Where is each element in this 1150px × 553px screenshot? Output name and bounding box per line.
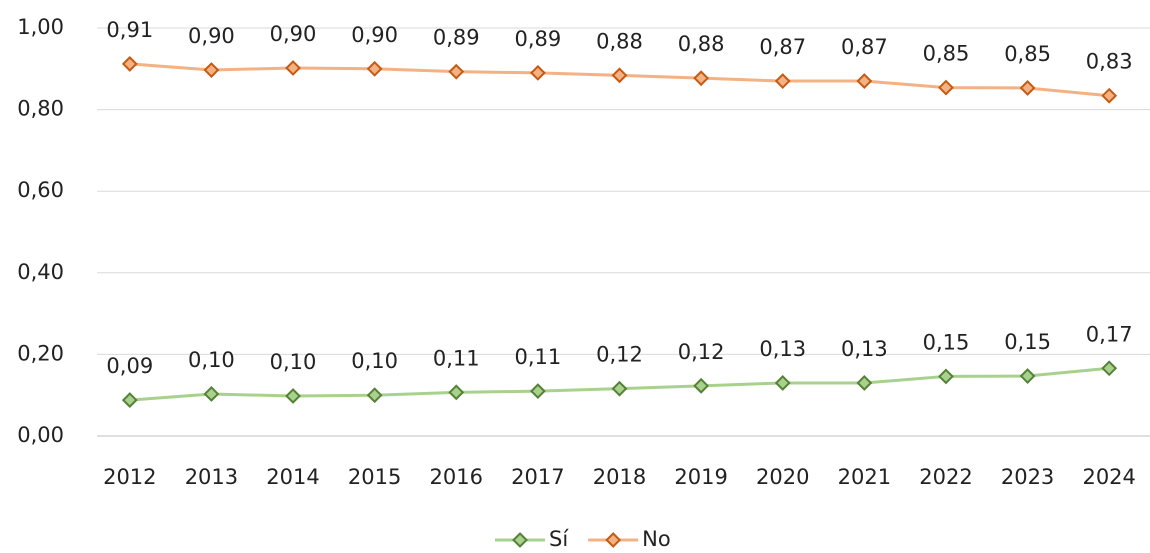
data-label: 0,85 bbox=[1004, 42, 1051, 66]
x-tick-label: 2022 bbox=[919, 465, 972, 489]
marker bbox=[611, 380, 628, 397]
marker bbox=[1019, 80, 1036, 96]
marker bbox=[693, 377, 710, 394]
data-label: 0,83 bbox=[1086, 50, 1133, 74]
data-label: 0,15 bbox=[923, 330, 970, 354]
data-label: 0,91 bbox=[106, 18, 153, 42]
marker bbox=[529, 64, 546, 81]
marker bbox=[1019, 368, 1036, 384]
data-label: 0,90 bbox=[351, 23, 398, 47]
x-tick-label: 2013 bbox=[185, 465, 238, 489]
marker bbox=[448, 63, 465, 80]
y-tick-label: 0,20 bbox=[17, 341, 64, 365]
marker bbox=[529, 383, 546, 400]
marker bbox=[938, 79, 954, 96]
data-label: 0,90 bbox=[188, 24, 235, 48]
x-tick-label: 2015 bbox=[348, 465, 401, 489]
x-tick-label: 2014 bbox=[266, 465, 319, 489]
marker bbox=[121, 392, 138, 409]
data-label: 0,89 bbox=[433, 26, 480, 50]
marker bbox=[774, 73, 791, 89]
legend-marker bbox=[512, 532, 528, 548]
x-tick-label: 2020 bbox=[756, 465, 809, 489]
data-label: 0,85 bbox=[923, 42, 970, 66]
data-label: 0,12 bbox=[596, 343, 643, 367]
y-tick-label: 0,80 bbox=[17, 97, 64, 121]
data-label: 0,88 bbox=[596, 29, 643, 53]
data-label: 0,88 bbox=[678, 32, 725, 56]
marker bbox=[1101, 87, 1118, 104]
x-tick-label: 2018 bbox=[593, 465, 646, 489]
data-label: 0,87 bbox=[759, 35, 806, 59]
marker bbox=[121, 55, 138, 72]
data-label: 0,10 bbox=[270, 350, 317, 374]
y-tick-label: 0,00 bbox=[17, 423, 64, 447]
x-tick-label: 2024 bbox=[1082, 465, 1135, 489]
marker bbox=[693, 70, 710, 87]
legend-marker bbox=[605, 532, 622, 548]
data-label: 0,12 bbox=[678, 340, 725, 364]
marker bbox=[366, 60, 383, 77]
x-tick-label: 2021 bbox=[838, 465, 891, 489]
y-tick-label: 0,40 bbox=[17, 260, 64, 284]
marker bbox=[285, 60, 301, 76]
x-tick-label: 2012 bbox=[103, 465, 156, 489]
marker bbox=[611, 67, 628, 84]
x-tick-label: 2019 bbox=[674, 465, 727, 489]
x-tick-label: 2017 bbox=[511, 465, 564, 489]
marker bbox=[938, 368, 954, 385]
data-label: 0,87 bbox=[841, 35, 888, 59]
data-label: 0,09 bbox=[106, 354, 153, 378]
marker bbox=[448, 384, 465, 401]
y-tick-label: 0,60 bbox=[17, 178, 64, 202]
data-label: 0,90 bbox=[270, 22, 317, 46]
data-label: 0,13 bbox=[759, 337, 806, 361]
marker bbox=[285, 388, 301, 404]
x-tick-label: 2016 bbox=[430, 465, 483, 489]
data-label: 0,89 bbox=[515, 27, 562, 51]
marker bbox=[203, 62, 220, 78]
legend-label: No bbox=[642, 527, 671, 549]
data-label: 0,13 bbox=[841, 337, 888, 361]
x-tick-label: 2023 bbox=[1001, 465, 1054, 489]
data-label: 0,15 bbox=[1004, 330, 1051, 354]
data-label: 0,10 bbox=[188, 348, 235, 372]
legend-label: Sí bbox=[549, 527, 569, 549]
marker bbox=[856, 73, 873, 89]
data-label: 0,11 bbox=[515, 345, 562, 369]
y-tick-label: 1,00 bbox=[17, 15, 64, 39]
marker bbox=[203, 386, 220, 402]
marker bbox=[366, 387, 383, 404]
data-label: 0,11 bbox=[433, 346, 480, 370]
data-label: 0,17 bbox=[1086, 322, 1133, 346]
marker bbox=[774, 375, 791, 391]
marker bbox=[1101, 360, 1118, 377]
data-label: 0,10 bbox=[351, 349, 398, 373]
marker bbox=[856, 375, 873, 391]
